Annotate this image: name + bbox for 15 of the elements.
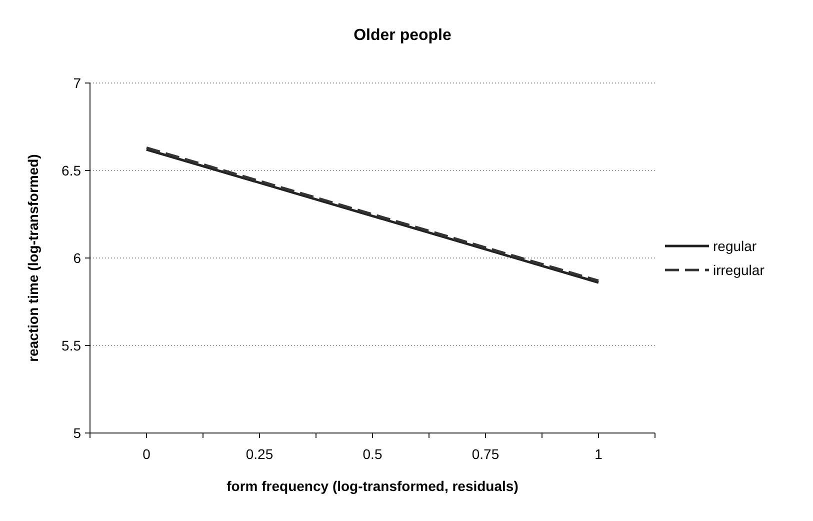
x-tick-label: 0.5 <box>362 446 382 462</box>
y-tick-label: 5 <box>73 425 82 441</box>
x-tick-label: 0 <box>142 446 151 462</box>
y-tick-label: 7 <box>73 75 82 91</box>
y-axis-title: reaction time (log-transformed) <box>25 154 41 362</box>
x-tick-label: 1 <box>594 446 603 462</box>
x-tick-label: 0.25 <box>246 446 274 462</box>
x-axis-title: form frequency (log-transformed, residuals) <box>226 478 518 494</box>
legend-label: regular <box>713 238 757 254</box>
legend-label: irregular <box>713 262 765 278</box>
y-tick-label: 5.5 <box>62 338 82 354</box>
chart-title: Older people <box>354 27 452 44</box>
x-tick-label: 0.75 <box>472 446 500 462</box>
y-tick-label: 6.5 <box>62 162 82 178</box>
y-tick-label: 6 <box>73 250 82 266</box>
